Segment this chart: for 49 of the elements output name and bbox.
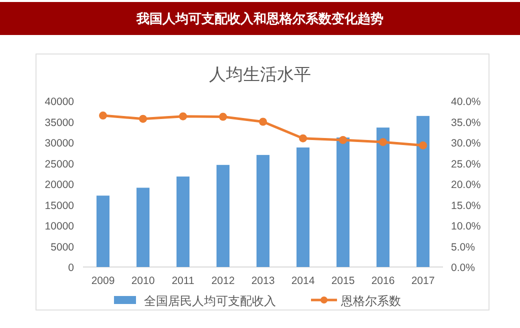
legend-label: 恩格尔系数 — [340, 294, 401, 308]
y2-tick-label: 15.0% — [451, 200, 481, 212]
x-tick-label: 2015 — [331, 275, 355, 287]
point — [419, 141, 427, 150]
x-tick-label: 2012 — [211, 275, 235, 287]
y2-tick-label: 0.0% — [451, 262, 475, 274]
y-tick-label: 40000 — [44, 96, 74, 108]
y2-tick-label: 25.0% — [451, 158, 481, 170]
x-tick-label: 2017 — [411, 275, 435, 287]
bar — [416, 116, 430, 267]
x-tick-label: 2009 — [91, 275, 115, 287]
bar — [176, 176, 190, 267]
y2-tick-label: 5.0% — [451, 241, 475, 254]
point — [299, 134, 307, 142]
point — [379, 138, 387, 146]
y2-tick-label: 20.0% — [451, 179, 481, 191]
x-tick-label: 2010 — [131, 275, 155, 287]
bar — [136, 188, 150, 267]
point — [259, 118, 267, 126]
legend-label: 全国居民人均可支配收入 — [144, 294, 276, 308]
bar — [216, 164, 230, 267]
y2-tick-label: 35.0% — [451, 116, 481, 129]
bar — [96, 196, 110, 267]
y-tick-label: 35000 — [44, 116, 74, 129]
y-tick-label: 25000 — [44, 158, 74, 170]
x-tick-label: 2013 — [251, 275, 275, 287]
point — [139, 114, 147, 123]
y-tick-label: 0 — [68, 262, 74, 274]
point — [99, 112, 107, 120]
bar — [376, 128, 390, 267]
y-tick-label: 5000 — [50, 241, 74, 254]
x-tick-label: 2014 — [291, 275, 315, 287]
y2-tick-label: 40.0% — [451, 96, 481, 108]
bar — [336, 138, 350, 267]
y-tick-label: 30000 — [44, 138, 74, 150]
chart-title: 我国人均可支配收入和恩格尔系数变化趋势 — [136, 11, 384, 26]
bar — [296, 147, 310, 267]
x-tick-label: 2011 — [172, 275, 194, 287]
point — [339, 136, 347, 144]
chart-subtitle: 人均生活水平 — [209, 65, 311, 84]
x-tick-label: 2016 — [371, 275, 395, 287]
y-tick-label: 15000 — [44, 200, 74, 212]
y-tick-label: 20000 — [44, 179, 74, 191]
bar — [256, 154, 270, 267]
point — [219, 112, 227, 121]
y2-tick-label: 10.0% — [451, 220, 481, 232]
y2-tick-label: 30.0% — [451, 138, 481, 150]
point — [179, 112, 187, 120]
y-tick-label: 10000 — [44, 220, 74, 232]
